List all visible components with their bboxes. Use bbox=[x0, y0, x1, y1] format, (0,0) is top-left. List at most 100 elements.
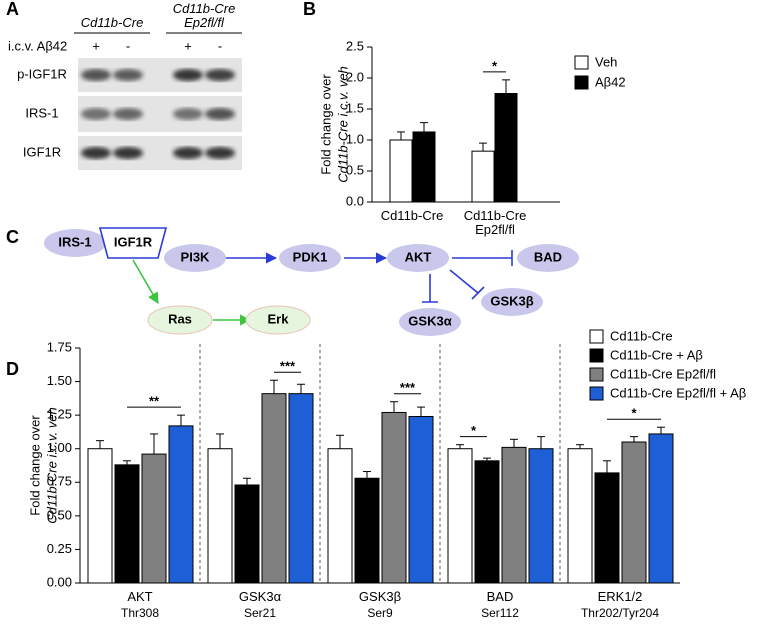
legend-swatch bbox=[574, 75, 589, 90]
y-tick-label: 0.0 bbox=[346, 193, 364, 208]
legend-label: Veh bbox=[595, 54, 617, 69]
blot-band bbox=[113, 108, 143, 120]
legend-label: Cd11b-Cre + Aβ bbox=[610, 347, 703, 362]
pathway-edges bbox=[132, 250, 513, 326]
bar bbox=[207, 448, 233, 584]
y-tick-label: 1.0 bbox=[346, 131, 364, 146]
pathway-receptor bbox=[98, 227, 168, 259]
pathway-node bbox=[517, 244, 579, 272]
significance-label: * bbox=[471, 423, 477, 438]
blot-band bbox=[205, 147, 235, 159]
bar bbox=[474, 460, 500, 584]
significance-label: *** bbox=[280, 359, 296, 374]
y-axis-label: Fold change over bbox=[318, 74, 333, 175]
x-tick-sublabel: Thr308 bbox=[120, 606, 160, 620]
legend-label: Cd11b-Cre bbox=[610, 328, 673, 343]
blot-band bbox=[81, 69, 111, 81]
x-tick-label: Cd11b-Cre Ep2fl/fl bbox=[463, 208, 527, 237]
legend-swatch bbox=[589, 386, 604, 401]
y-tick-label: 2.0 bbox=[346, 69, 364, 84]
x-tick-sublabel: Ser21 bbox=[243, 606, 277, 620]
x-tick-label: BAD bbox=[486, 589, 514, 604]
pathway-node-label: AKT bbox=[405, 249, 432, 264]
treatment-label: i.c.v. Aβ42 bbox=[8, 38, 67, 53]
blot-row-label: IGF1R bbox=[23, 144, 61, 159]
y-tick-label: 0.50 bbox=[47, 507, 72, 522]
pathway-node bbox=[481, 288, 543, 316]
blot-band bbox=[205, 69, 235, 81]
treatment-sign: + bbox=[184, 38, 192, 53]
edge bbox=[449, 269, 485, 300]
legend-swatch bbox=[574, 55, 589, 70]
blot-band bbox=[81, 147, 111, 159]
pathway-node-label: Erk bbox=[268, 311, 290, 326]
x-tick-sublabel: Thr202/Tyr204 bbox=[580, 606, 660, 620]
panel-label: A bbox=[6, 0, 19, 19]
significance-label: ** bbox=[149, 394, 160, 409]
bar bbox=[354, 477, 380, 584]
y-tick-label: 1.25 bbox=[47, 407, 72, 422]
bar bbox=[114, 464, 140, 584]
bar bbox=[621, 441, 647, 584]
bar bbox=[648, 433, 674, 584]
blot-band bbox=[113, 69, 143, 81]
bar bbox=[408, 415, 434, 584]
pathway-node-label: GSK3α bbox=[408, 313, 451, 328]
x-tick-label: GSK3β bbox=[358, 589, 402, 604]
y-axis-label: Fold change over bbox=[27, 415, 42, 516]
significance-label: *** bbox=[400, 380, 416, 395]
panel-label: C bbox=[6, 227, 19, 247]
significance-label: * bbox=[492, 58, 498, 73]
bar bbox=[412, 131, 436, 203]
x-tick-label: Cd11b-Cre bbox=[380, 208, 444, 223]
x-tick-sublabel: Ser112 bbox=[481, 606, 519, 620]
treatment-sign: - bbox=[218, 38, 222, 53]
blot-row-label: p-IGF1R bbox=[17, 66, 67, 81]
treatment-sign: - bbox=[126, 38, 130, 53]
bar bbox=[528, 448, 554, 584]
y-tick-label: 0.00 bbox=[47, 574, 72, 589]
blot-band bbox=[113, 147, 143, 159]
group-label: Cd11b-Cre Ep2fl/fl bbox=[172, 1, 236, 30]
bar bbox=[141, 453, 167, 584]
legend-label: Cd11b-Cre Ep2fl/fl bbox=[610, 366, 716, 381]
x-tick-sublabel: Ser9 bbox=[367, 606, 393, 620]
y-tick-label: 0.25 bbox=[47, 541, 72, 556]
pathway-node bbox=[164, 244, 226, 272]
edge bbox=[422, 274, 438, 303]
pathway-node-label: Ras bbox=[168, 311, 192, 326]
blot-band bbox=[173, 147, 203, 159]
pathway-node-label: IGF1R bbox=[114, 234, 153, 249]
panel-label: D bbox=[6, 359, 19, 379]
x-tick-label: GSK3α bbox=[238, 589, 282, 604]
y-tick-label: 1.75 bbox=[47, 339, 72, 354]
pathway-node bbox=[44, 229, 106, 257]
panel-label: B bbox=[303, 0, 316, 19]
pathway-node bbox=[147, 305, 213, 335]
bar bbox=[87, 448, 113, 584]
bar bbox=[494, 93, 518, 203]
blot-band bbox=[173, 69, 203, 81]
legend-swatch bbox=[589, 367, 604, 382]
bar bbox=[288, 393, 314, 584]
bar bbox=[327, 448, 353, 584]
pathway-node bbox=[399, 308, 461, 336]
edge bbox=[132, 259, 159, 304]
pathway-node-label: BAD bbox=[534, 249, 562, 264]
bar bbox=[261, 393, 287, 584]
group-label: Cd11b-Cre bbox=[80, 15, 144, 30]
treatment-sign: + bbox=[92, 38, 100, 53]
pathway-node bbox=[387, 244, 449, 272]
x-tick-label: AKT bbox=[127, 589, 153, 604]
y-axis-label: Cd11b-Cre i.c.v. veh bbox=[44, 407, 59, 524]
pathway-node-label: IRS-1 bbox=[58, 234, 91, 249]
y-tick-label: 0.75 bbox=[47, 474, 72, 489]
y-tick-label: 2.5 bbox=[346, 38, 364, 53]
pathway-node-label: PDK1 bbox=[293, 249, 328, 264]
legend-swatch bbox=[589, 329, 604, 344]
pathway-node-label: PI3K bbox=[181, 249, 211, 264]
blot-band bbox=[173, 108, 203, 120]
y-tick-label: 1.5 bbox=[346, 100, 364, 115]
